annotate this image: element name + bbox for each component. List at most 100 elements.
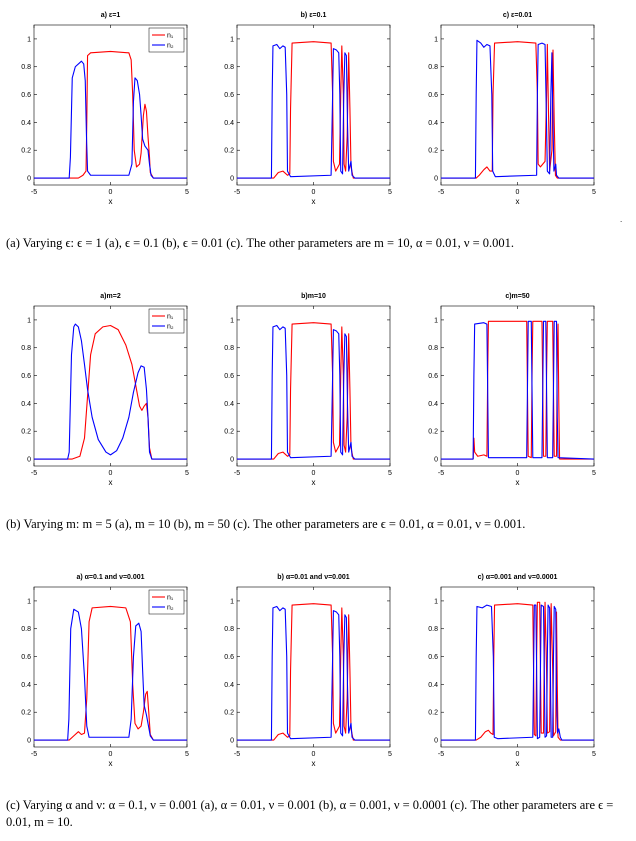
- y-tick-label: 0.2: [428, 710, 438, 717]
- x-tick-label: -5: [234, 751, 240, 758]
- y-tick-label: 0.4: [21, 682, 31, 689]
- x-axis-label: x: [312, 478, 316, 487]
- y-tick-label: 1: [230, 598, 234, 605]
- legend-label: n₁: [167, 314, 174, 321]
- x-tick-label: 0: [312, 751, 316, 758]
- y-tick-label: 0.6: [224, 654, 234, 661]
- y-tick-label: 0.6: [428, 92, 438, 99]
- y-tick-label: 0.8: [224, 626, 234, 633]
- y-tick-label: 0.2: [21, 710, 31, 717]
- panel-0-1: 00.20.40.60.81-5 0 5xb) ε=0.1: [224, 12, 392, 206]
- y-tick-label: 0.8: [21, 626, 31, 633]
- legend-label: n₂: [167, 324, 174, 331]
- trailing-period: .: [620, 215, 622, 224]
- panel-title: b) α=0.01 and ν=0.001: [277, 574, 350, 581]
- y-tick-label: 1: [434, 36, 438, 43]
- series-line-n1: [237, 41, 390, 179]
- legend-box: [148, 27, 185, 53]
- y-tick-label: 0.4: [21, 401, 31, 408]
- x-tick-label: 0: [516, 189, 520, 196]
- x-tick-label: 5: [592, 470, 596, 477]
- y-tick-label: 1: [434, 598, 438, 605]
- x-tick-label: 5: [388, 470, 392, 477]
- y-tick-label: 0.6: [21, 373, 31, 380]
- caption-c: (c) Varying α and ν: α = 0.1, ν = 0.001 …: [6, 798, 614, 829]
- legend-box: [148, 308, 185, 334]
- series-line-n2: [34, 60, 187, 179]
- x-tick-label: 5: [388, 751, 392, 758]
- panel-title: c)m=50: [505, 293, 529, 300]
- panel-title: b) ε=0.1: [301, 12, 327, 19]
- x-tick-label: -5: [438, 751, 444, 758]
- panel-1-1: 00.20.40.60.81-5 0 5xb)m=10: [224, 293, 392, 487]
- series-line-n2: [237, 324, 390, 460]
- legend-label: n₂: [167, 605, 174, 612]
- caption-b: (b) Varying m: m = 5 (a), m = 10 (b), m …: [6, 517, 526, 531]
- axes-box: [236, 305, 391, 467]
- x-tick-label: 5: [185, 470, 189, 477]
- y-tick-label: 0.4: [428, 401, 438, 408]
- y-tick-label: 0: [230, 738, 234, 745]
- y-tick-label: 1: [27, 317, 31, 324]
- panel-title: b)m=10: [301, 293, 326, 300]
- series-line-n1: [34, 50, 187, 179]
- x-tick-label: 5: [185, 751, 189, 758]
- y-tick-label: 0: [434, 738, 438, 745]
- series-line-n1: [34, 605, 187, 741]
- x-tick-label: -5: [31, 470, 37, 477]
- panel-1-2: 00.20.40.60.81-5 0 5xc)m=50: [428, 293, 596, 487]
- series-line-n2: [237, 605, 390, 741]
- series-line-n2: [34, 323, 187, 460]
- x-axis-label: x: [516, 197, 520, 206]
- axes-box: [440, 305, 595, 467]
- panel-title: c) α=0.001 and ν=0.0001: [478, 574, 558, 581]
- axes-box: [440, 24, 595, 186]
- y-tick-label: 0: [434, 457, 438, 464]
- series-line-n1: [237, 603, 390, 741]
- panel-0-2: 00.20.40.60.81-5 0 5xc) ε=0.01: [428, 12, 596, 206]
- legend-label: n₁: [167, 595, 174, 602]
- legend-label: n₁: [167, 33, 174, 40]
- y-tick-label: 0: [230, 176, 234, 183]
- x-tick-label: -5: [234, 470, 240, 477]
- y-tick-label: 0.4: [224, 120, 234, 127]
- y-tick-label: 1: [434, 317, 438, 324]
- y-tick-label: 0.8: [428, 345, 438, 352]
- panel-title: a) α=0.1 and ν=0.001: [76, 574, 144, 581]
- y-tick-label: 0.2: [21, 148, 31, 155]
- x-axis-label: x: [109, 197, 113, 206]
- x-axis-label: x: [516, 759, 520, 768]
- series-line-n2: [34, 608, 187, 741]
- series-line-n2: [441, 604, 594, 741]
- x-tick-label: 0: [109, 189, 113, 196]
- panel-2-2: 00.20.40.60.81-5 0 5xc) α=0.001 and ν=0.00…: [428, 574, 596, 768]
- panel-2-1: 00.20.40.60.81-5 0 5xb) α=0.01 and ν=0.001: [224, 574, 392, 768]
- x-tick-label: 5: [185, 189, 189, 196]
- y-tick-label: 0.8: [21, 64, 31, 71]
- x-tick-label: -5: [438, 470, 444, 477]
- panel-title: a) ε=1: [101, 12, 121, 19]
- y-tick-label: 0.8: [428, 626, 438, 633]
- x-tick-label: -5: [31, 751, 37, 758]
- series-line-n1: [441, 601, 594, 741]
- panel-title: c) ε=0.01: [503, 12, 532, 19]
- x-tick-label: 5: [388, 189, 392, 196]
- x-tick-label: 0: [109, 751, 113, 758]
- x-tick-label: 0: [312, 470, 316, 477]
- x-tick-label: -5: [438, 189, 444, 196]
- y-tick-label: 0.4: [428, 682, 438, 689]
- x-tick-label: 0: [312, 189, 316, 196]
- x-tick-label: -5: [234, 189, 240, 196]
- x-axis-label: x: [109, 478, 113, 487]
- y-tick-label: 0.2: [224, 429, 234, 436]
- y-tick-label: 1: [230, 36, 234, 43]
- x-tick-label: 0: [109, 470, 113, 477]
- x-tick-label: 0: [516, 751, 520, 758]
- y-tick-label: 0.6: [428, 654, 438, 661]
- y-tick-label: 0.8: [428, 64, 438, 71]
- y-tick-label: 0.8: [21, 345, 31, 352]
- series-line-n1: [441, 41, 594, 179]
